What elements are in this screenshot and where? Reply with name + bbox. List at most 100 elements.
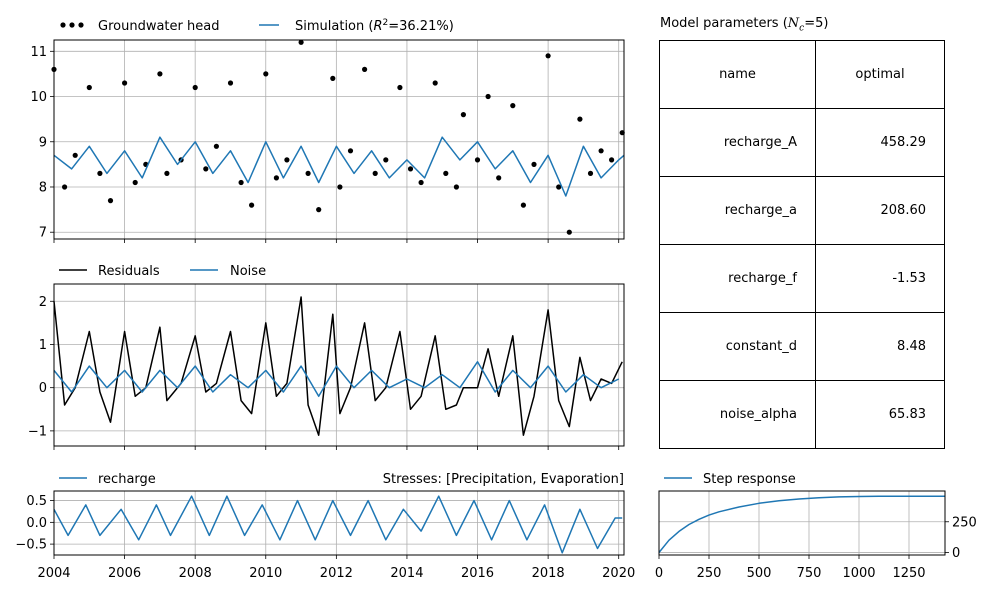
step-xtick-label: 0	[655, 566, 663, 581]
legend-dot-2	[69, 22, 75, 28]
step-legend: Step response	[664, 472, 796, 487]
step-plot-frame	[658, 490, 946, 556]
legend-step-label: Step response	[703, 472, 796, 487]
step-xtick-label: 250	[697, 566, 722, 581]
parameter-row: noise_alpha 65.83	[659, 380, 945, 449]
parameter-row: recharge_a 208.60	[659, 176, 945, 245]
observed-head-point	[107, 198, 114, 204]
observed-head-point	[566, 229, 572, 235]
column-header-optimal: optimal	[815, 40, 945, 109]
step-response-line	[658, 495, 945, 553]
parameters-header-row: name optimal	[659, 40, 945, 109]
noise-line	[53, 361, 620, 398]
step-ytick-label: 0	[952, 546, 960, 561]
stress-xtick-label: 2018	[532, 566, 565, 581]
observed-head-point	[164, 170, 170, 176]
observed-head-point	[598, 148, 604, 154]
legend-noise-label: Noise	[230, 264, 266, 279]
step-xtick-label: 1250	[892, 566, 925, 581]
parameter-value: 65.83	[815, 380, 945, 449]
observed-head-point	[577, 116, 583, 122]
observed-head-point	[531, 161, 537, 167]
parameter-name: recharge_a	[659, 176, 816, 245]
observed-head-point	[298, 39, 304, 45]
observed-head-point	[132, 179, 138, 186]
legend-observed-label: Groundwater head	[98, 19, 219, 34]
stress-xtick-label: 2006	[108, 566, 141, 581]
observed-head-point	[238, 179, 244, 186]
step-plot: 0 250 0 250 500 750 1000 1250	[655, 491, 977, 581]
stress-xtick-label: 2016	[461, 566, 494, 581]
resid-plot-frame	[53, 283, 625, 447]
observed-head-point	[432, 80, 438, 86]
observed-head-point	[418, 179, 424, 186]
head-ytick-label: 7	[39, 226, 47, 241]
legend-recharge-label: recharge	[98, 472, 156, 487]
observed-head-point	[330, 75, 336, 81]
observed-head-point	[227, 80, 234, 86]
stress-plot: −0.5 0.0 0.5 2004 2006 2008 2010 2012 2014 2016 20…	[15, 491, 635, 581]
stress-xtick-label: 2020	[602, 566, 635, 581]
resid-ytick-label: 0	[39, 381, 47, 396]
recharge-line	[53, 495, 623, 554]
observed-head-point	[372, 170, 378, 176]
head-ytick-label: 10	[30, 90, 47, 105]
observed-head-point	[383, 157, 389, 163]
parameters-table: name optimal recharge_A 458.29 recharge_…	[659, 40, 945, 449]
observed-head-point	[485, 93, 491, 100]
head-ytick-label: 11	[30, 45, 47, 60]
parameter-name: recharge_A	[659, 108, 816, 177]
observed-head-point	[273, 175, 279, 181]
observed-head-point	[407, 166, 414, 172]
observed-head-point	[337, 184, 343, 190]
parameter-row: constant_d 8.48	[659, 312, 945, 381]
observed-head-point	[122, 80, 128, 86]
resid-plot: −1 0 1 2	[28, 284, 624, 450]
resid-ytick-label: 1	[39, 338, 47, 353]
observed-head-point	[192, 84, 198, 91]
observed-head-point	[474, 157, 481, 163]
parameters-title: Model parameters (Nc=5)	[660, 16, 829, 34]
stress-ytick-label: 0.5	[26, 494, 47, 509]
residuals-line	[53, 296, 623, 436]
parameter-value: 208.60	[815, 176, 945, 245]
observed-head-point	[362, 66, 368, 72]
observed-head-point	[496, 175, 502, 181]
step-xtick-label: 1000	[842, 566, 875, 581]
observed-head-point	[157, 71, 163, 77]
observed-head-point	[587, 170, 594, 176]
parameter-value: -1.53	[815, 244, 945, 313]
observed-head-point	[316, 207, 322, 213]
observed-head-point	[72, 152, 78, 158]
parameter-name: recharge_f	[659, 244, 816, 313]
resid-legend: Residuals Noise	[59, 264, 266, 279]
legend-simulation-label: Simulation (R2=36.21%)	[295, 18, 454, 34]
observed-head-point	[62, 184, 68, 190]
column-header-name: name	[659, 40, 816, 109]
legend-dot-3	[78, 22, 84, 28]
step-xtick-label: 750	[797, 566, 822, 581]
stress-plot-frame	[53, 490, 625, 556]
step-ytick-label: 250	[952, 515, 977, 530]
resid-ytick-label: −1	[28, 424, 47, 439]
stress-xtick-label: 2014	[390, 566, 423, 581]
observed-head-point	[510, 103, 516, 109]
parameter-value: 8.48	[815, 312, 945, 381]
observed-head-point	[520, 202, 527, 208]
head-legend: Groundwater head Simulation (R2=36.21%)	[60, 18, 454, 34]
head-plot-frame	[53, 39, 625, 240]
stress-xtick-label: 2008	[179, 566, 212, 581]
stress-ytick-label: −0.5	[15, 538, 47, 553]
head-plot: 7 8 9 10 11	[30, 39, 625, 243]
observed-head-point	[453, 184, 459, 190]
observed-head-point	[249, 202, 255, 208]
parameter-value: 458.29	[815, 108, 945, 177]
parameter-name: constant_d	[659, 312, 816, 381]
head-ytick-label: 9	[39, 135, 47, 150]
simulation-line	[53, 136, 625, 197]
observed-head-point	[86, 84, 92, 91]
observed-head-point	[347, 148, 354, 154]
observed-head-point	[284, 157, 290, 163]
stress-xtick-label: 2004	[37, 566, 70, 581]
step-xtick-label: 500	[747, 566, 772, 581]
